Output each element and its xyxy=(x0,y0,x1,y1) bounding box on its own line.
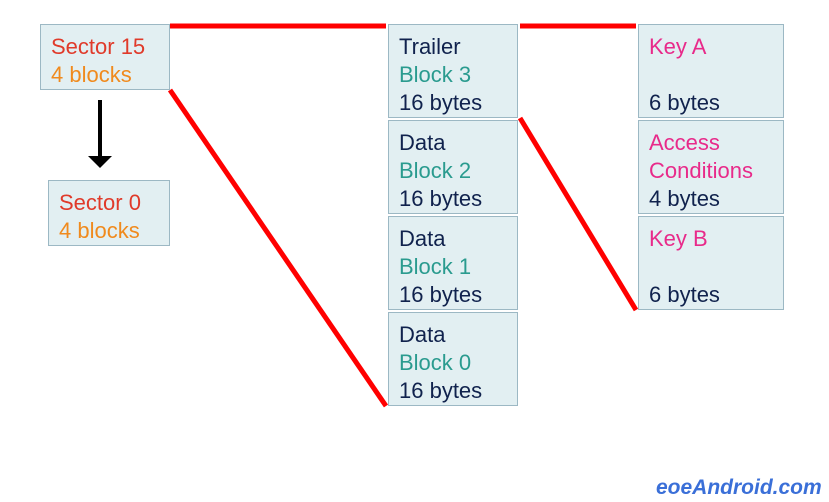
box-line: 16 bytes xyxy=(399,281,507,309)
key-a-box: Key A 6 bytes xyxy=(638,24,784,118)
box-line: Data xyxy=(399,225,507,253)
box-line: 16 bytes xyxy=(399,377,507,405)
box-line: Access xyxy=(649,129,773,157)
box-line: 16 bytes xyxy=(399,89,507,117)
block-2-data-box: DataBlock 216 bytes xyxy=(388,120,518,214)
block-1-data-box: DataBlock 116 bytes xyxy=(388,216,518,310)
sector-0-box: Sector 04 blocks xyxy=(48,180,170,246)
box-line: Block 3 xyxy=(399,61,507,89)
watermark-text: eoeAndroid.com xyxy=(656,476,822,500)
box-line: Conditions xyxy=(649,157,773,185)
box-line: Data xyxy=(399,321,507,349)
box-line: Key B xyxy=(649,225,773,253)
box-line: 4 bytes xyxy=(649,185,773,213)
key-b-box: Key B 6 bytes xyxy=(638,216,784,310)
box-line: Block 2 xyxy=(399,157,507,185)
box-line: 6 bytes xyxy=(649,89,773,117)
block-3-trailer-box: TrailerBlock 316 bytes xyxy=(388,24,518,118)
box-line: Sector 15 xyxy=(51,33,159,61)
arrow-head-icon xyxy=(88,156,112,168)
arrow-shaft xyxy=(98,100,102,156)
box-line: 6 bytes xyxy=(649,281,773,309)
box-line: Data xyxy=(399,129,507,157)
access-conditions-box: AccessConditions4 bytes xyxy=(638,120,784,214)
box-line: 4 blocks xyxy=(59,217,159,245)
box-line: Key A xyxy=(649,33,773,61)
box-line: Block 1 xyxy=(399,253,507,281)
box-line xyxy=(649,61,773,89)
box-line: Trailer xyxy=(399,33,507,61)
box-line: 16 bytes xyxy=(399,185,507,213)
box-line xyxy=(649,253,773,281)
box-line: 4 blocks xyxy=(51,61,159,89)
box-line: Sector 0 xyxy=(59,189,159,217)
sector-15-box: Sector 154 blocks xyxy=(40,24,170,90)
box-line: Block 0 xyxy=(399,349,507,377)
block-0-data-box: DataBlock 016 bytes xyxy=(388,312,518,406)
